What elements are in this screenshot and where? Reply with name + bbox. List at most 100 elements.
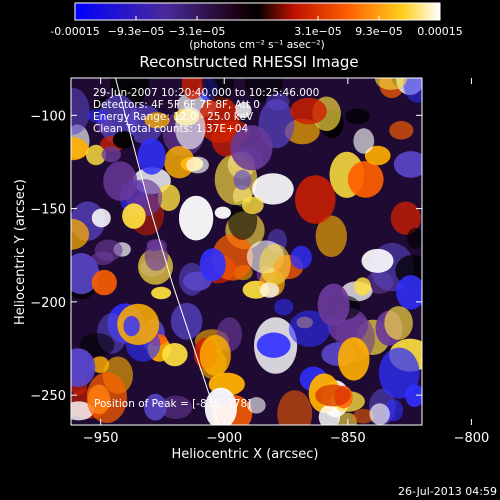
heatmap-blob: [369, 403, 390, 425]
colorbar-tick-label: 0.00015: [417, 25, 463, 38]
colorbar-tick-label: 9.3e−05: [355, 25, 402, 38]
heatmap-blob: [259, 282, 280, 298]
heatmap-blob: [252, 173, 294, 205]
heatmap-blob: [247, 397, 266, 414]
heatmap-blob: [87, 109, 109, 123]
y-axis-label: Heliocentric Y (arcsec): [13, 179, 28, 325]
heatmap-blob: [144, 393, 167, 421]
x-tick-label: −850: [330, 431, 366, 446]
heatmap-blob: [151, 286, 172, 300]
colorbar-units-label: (photons cm⁻² s⁻¹ asec⁻²): [189, 39, 324, 51]
heatmap-blob: [295, 175, 336, 224]
y-tick-label: −250: [30, 389, 66, 404]
y-axis: −250 −200 −150 −100: [30, 109, 422, 404]
heatmap-blob: [137, 138, 166, 175]
heatmap-blob: [164, 146, 195, 179]
heatmap-blob: [85, 144, 107, 166]
x-tick-label: −900: [206, 431, 242, 446]
chart-title: Reconstructed RHESSI Image: [139, 53, 358, 71]
colorbar-ticks: [74, 16, 441, 20]
heatmap-blob: [337, 337, 370, 381]
heatmap-blob: [146, 239, 163, 252]
heatmap-blob: [71, 218, 90, 250]
y-tick-label: −150: [30, 203, 66, 218]
heatmap-blob: [199, 334, 231, 376]
heatmap-blob: [181, 78, 205, 100]
y-tick-label: −200: [30, 296, 66, 311]
heatmap-blob: [374, 78, 408, 90]
colorbar-tick-label: -0.00015: [50, 25, 99, 38]
x-axis: −950 −900 −850 −800: [83, 78, 489, 446]
heatmap-blob: [79, 333, 115, 357]
heatmap-blob: [101, 146, 122, 163]
heatmap-blob: [91, 208, 111, 228]
heatmap-blob: [345, 108, 370, 125]
heatmap-blob: [71, 137, 89, 161]
heatmap-blob: [407, 227, 422, 249]
heatmap-blob: [315, 384, 351, 407]
colorbar: [74, 2, 441, 21]
heatmap-blob: [201, 78, 235, 103]
heatmap-blob: [179, 262, 205, 296]
clean-counts-text: Clean Total counts: 1.37E+04: [93, 123, 248, 135]
heatmap-blob: [91, 269, 117, 296]
heatmap-blob: [277, 390, 313, 425]
heatmap-blob: [91, 251, 114, 266]
y-tick-label: −100: [30, 109, 66, 124]
heatmap-blob: [214, 206, 231, 219]
heatmap-blob: [204, 387, 237, 425]
heatmap-blob: [230, 125, 273, 171]
heatmap-blob: [389, 121, 414, 140]
heatmap-blob: [256, 332, 291, 358]
heatmap-blob: [112, 131, 135, 149]
heatmap-blob: [86, 372, 128, 423]
heatmap-blob: [71, 87, 90, 135]
heatmap-blob: [235, 102, 252, 119]
heatmap-blob: [337, 412, 357, 425]
heatmap-blob: [288, 310, 331, 348]
heatmap-blob: [290, 97, 327, 125]
heatmap-blob: [178, 195, 214, 241]
heatmap-blob: [352, 408, 374, 424]
heatmap-blob: [233, 169, 252, 190]
heatmap-blob: [290, 245, 312, 270]
colorbar-tick-label: −9.3e−05: [108, 25, 165, 38]
heatmap-blob: [393, 151, 422, 178]
energy-range-text: Energy Range: 12.0 - 25.0 keV: [93, 111, 254, 123]
heatmap-blob: [318, 405, 341, 425]
heatmap: [71, 78, 422, 425]
heatmap-blob: [98, 94, 138, 145]
heatmap-blob: [186, 156, 209, 174]
heatmap-blob: [144, 112, 170, 129]
peak-emission: [361, 248, 394, 273]
heatmap-blob: [274, 298, 294, 316]
plot-frame: [70, 77, 423, 426]
heatmap-blob: [159, 395, 193, 419]
heatmap-blob: [170, 302, 203, 340]
colorbar-tick-label: 3.1e−05: [294, 25, 341, 38]
heatmap-blob: [162, 343, 188, 367]
x-tick-label: −800: [454, 431, 490, 446]
x-axis-label: Heliocentric X (arcsec): [172, 447, 319, 462]
heatmap-blob: [199, 248, 226, 282]
detectors-text: Detectors: 4F 5F 6F 7F 8F, Att 0: [93, 99, 260, 111]
colorbar-tick-label: −3.1e−05: [169, 25, 226, 38]
heatmap-blob: [317, 283, 350, 327]
heatmap-blob: [364, 145, 391, 166]
heatmap-blob: [175, 107, 206, 150]
heatmap-blob: [122, 203, 146, 229]
heatmap-blob: [347, 161, 384, 198]
heatmap-blob: [378, 347, 420, 399]
x-tick-label: −950: [83, 431, 119, 446]
peak-position-text: Position of Peak = [-838,-178]: [94, 398, 251, 410]
heatmap-blob: [315, 215, 347, 258]
footer-timestamp: 26-Jul-2013 04:59: [398, 485, 497, 498]
heatmap-blob: [353, 128, 375, 154]
heatmap-blob: [259, 243, 291, 285]
time-range-text: 29-Jun-2007 10:20:40.000 to 10:25:46.000: [93, 87, 319, 99]
heatmap-blob: [241, 196, 264, 214]
heatmap-blob: [71, 348, 96, 387]
heatmap-blob: [265, 92, 290, 111]
heatmap-blob: [403, 78, 422, 103]
